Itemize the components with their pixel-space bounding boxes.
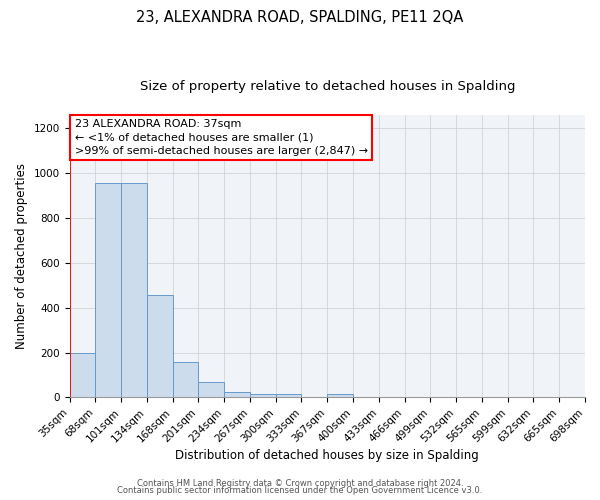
Bar — [327, 394, 353, 398]
Text: Contains public sector information licensed under the Open Government Licence v3: Contains public sector information licen… — [118, 486, 482, 495]
Bar — [250, 394, 276, 398]
Title: Size of property relative to detached houses in Spalding: Size of property relative to detached ho… — [140, 80, 515, 93]
Bar — [276, 394, 301, 398]
Text: 23, ALEXANDRA ROAD, SPALDING, PE11 2QA: 23, ALEXANDRA ROAD, SPALDING, PE11 2QA — [136, 10, 464, 25]
Bar — [224, 392, 250, 398]
Text: Contains HM Land Registry data © Crown copyright and database right 2024.: Contains HM Land Registry data © Crown c… — [137, 478, 463, 488]
Bar — [70, 352, 95, 398]
Bar — [147, 296, 173, 398]
Bar — [121, 184, 147, 398]
X-axis label: Distribution of detached houses by size in Spalding: Distribution of detached houses by size … — [175, 450, 479, 462]
Bar — [199, 382, 224, 398]
Bar — [95, 184, 121, 398]
Y-axis label: Number of detached properties: Number of detached properties — [15, 163, 28, 349]
Bar — [173, 362, 199, 398]
Text: 23 ALEXANDRA ROAD: 37sqm
← <1% of detached houses are smaller (1)
>99% of semi-d: 23 ALEXANDRA ROAD: 37sqm ← <1% of detach… — [74, 119, 368, 156]
